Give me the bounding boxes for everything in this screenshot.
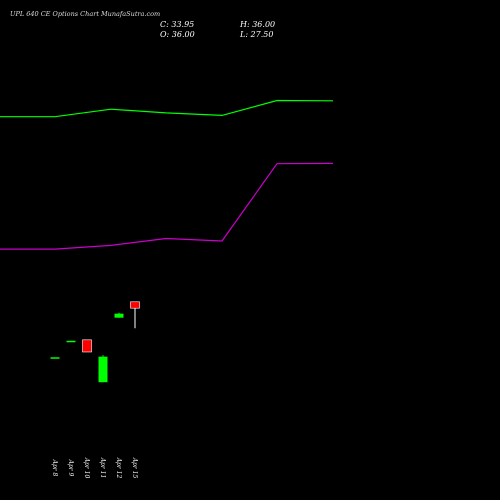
x-tick-label: Apr 9 — [67, 459, 74, 477]
x-tick-label: Apr 15 — [131, 457, 138, 479]
open-readout: O: 36.00 — [160, 30, 195, 39]
high-readout: H: 36.00 — [240, 20, 276, 29]
candle-3 — [82, 339, 92, 353]
candle-body — [50, 357, 60, 359]
candle-2 — [66, 340, 76, 343]
candle-body — [98, 356, 108, 383]
candle-body — [66, 340, 76, 343]
candle-4 — [98, 355, 108, 383]
indicator-lines — [0, 99, 334, 250]
low-readout: L: 27.50 — [240, 30, 274, 39]
indicator-line-2 — [0, 162, 334, 250]
x-tick-label: Apr 10 — [83, 457, 90, 479]
x-tick-label: Apr 11 — [99, 457, 106, 479]
x-tick-label: Apr 8 — [51, 459, 58, 477]
indicator-line-1 — [0, 99, 334, 118]
candle-5 — [114, 312, 124, 318]
candle-6 — [130, 301, 140, 329]
candle-body — [114, 313, 124, 318]
x-tick-label: Apr 12 — [115, 457, 122, 479]
candle-body — [130, 301, 140, 309]
candles — [50, 301, 140, 383]
close-readout: C: 33.95 — [160, 20, 195, 29]
candle-body — [82, 339, 92, 353]
x-axis-ticks: Apr 8 Apr 9 Apr 10 Apr 11 Apr 12 Apr 15 — [51, 457, 138, 479]
candle-1 — [50, 357, 60, 359]
chart-title: UPL 640 CE Options Chart MunafaSutra.com — [10, 10, 161, 18]
